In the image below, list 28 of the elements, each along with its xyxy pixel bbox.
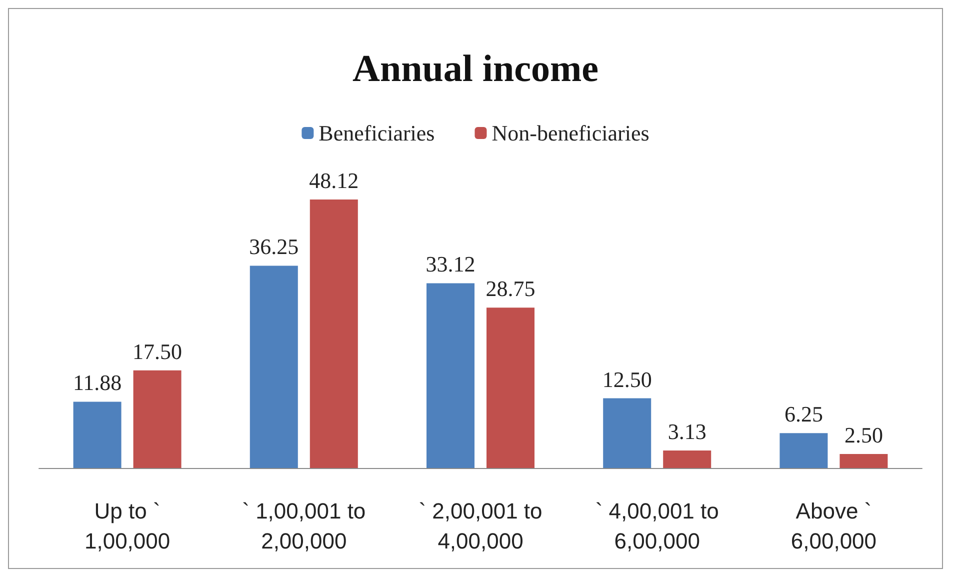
legend-label: Beneficiaries [318, 120, 435, 146]
bar [780, 433, 828, 468]
data-label: 2.50 [844, 422, 883, 448]
chart-title: Annual income [352, 48, 598, 90]
data-label: 48.12 [309, 168, 359, 193]
data-label: 33.12 [426, 252, 476, 277]
bar [73, 402, 122, 468]
bar [250, 266, 298, 468]
bar [663, 450, 712, 468]
bar [603, 398, 652, 468]
bar [133, 370, 182, 468]
bar [426, 283, 474, 468]
legend-label: Non-beneficiaries [492, 120, 650, 146]
bar [840, 454, 888, 468]
x-tick-label: ` 4,00,001 to 6,00,000 [595, 498, 719, 554]
data-label: 11.88 [72, 370, 122, 396]
x-tick-label: Above ` 6,00,000 [790, 498, 877, 554]
data-label: 6.25 [784, 402, 823, 427]
x-tick-label: Up to ` 1,00,000 [84, 498, 170, 554]
bar [310, 199, 358, 468]
data-label: 3.13 [668, 419, 706, 444]
x-tick-label: ` 1,00,001 to 2,00,000 [242, 498, 366, 554]
bar [486, 308, 534, 468]
x-tick-label: ` 2,00,001 to 4,00,000 [418, 498, 542, 554]
data-label: 28.75 [486, 276, 536, 302]
data-label: 12.50 [602, 366, 652, 392]
data-label: 17.50 [132, 338, 182, 364]
data-label: 36.25 [249, 234, 299, 260]
